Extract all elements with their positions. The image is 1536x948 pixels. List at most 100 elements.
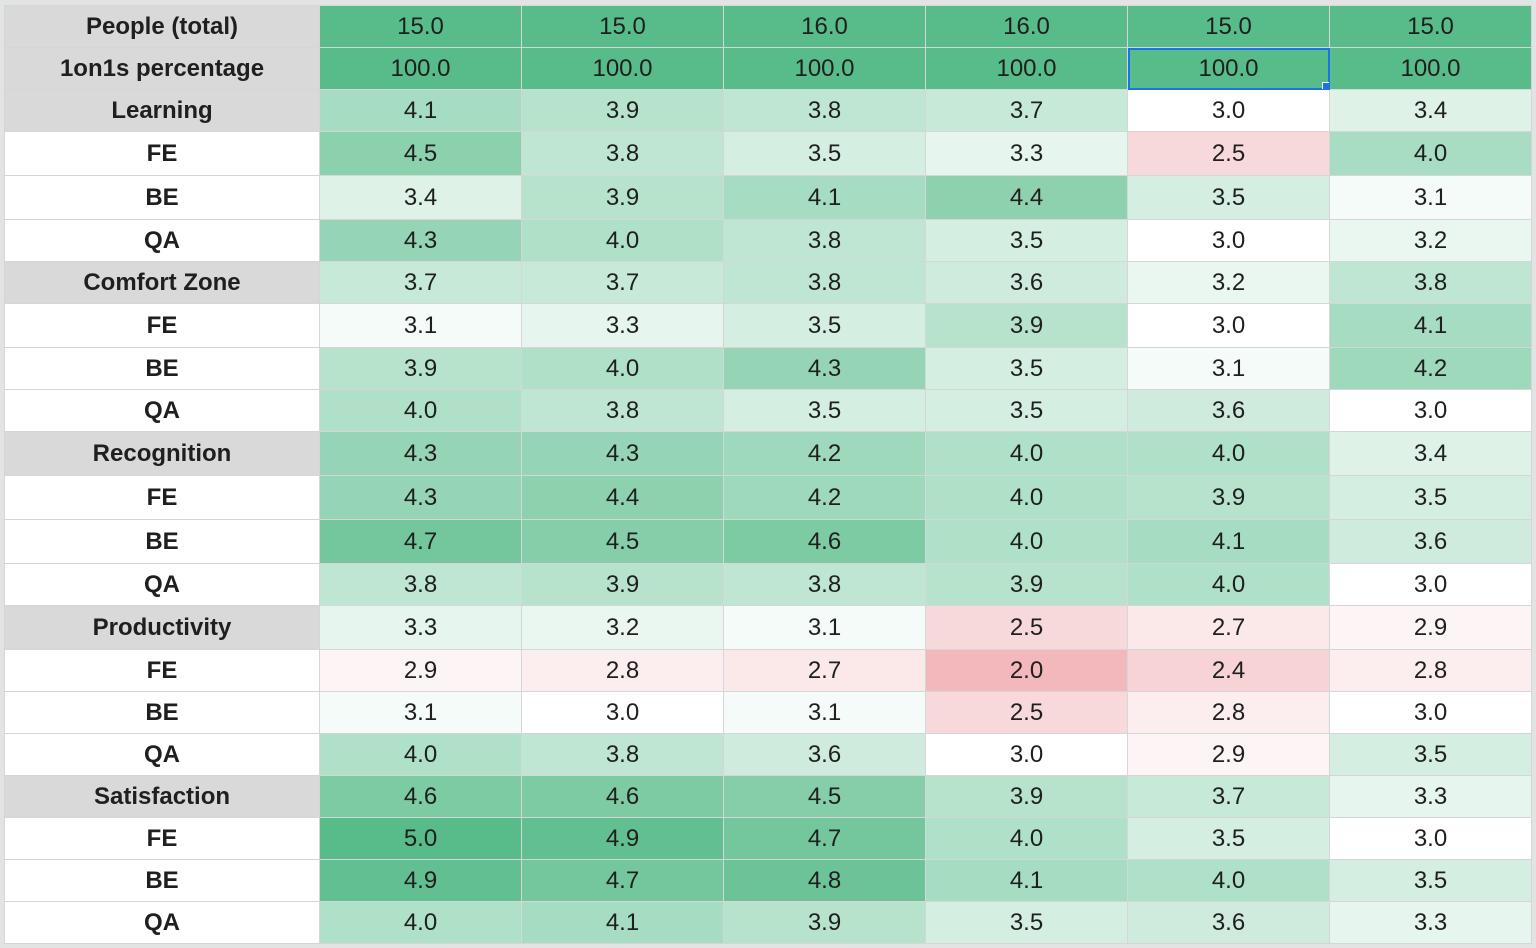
sub-label-cell[interactable]: FE	[4, 817, 320, 860]
value-cell[interactable]: 3.0	[521, 691, 724, 734]
value-cell[interactable]: 3.4	[1329, 431, 1532, 476]
value-cell[interactable]: 4.0	[319, 901, 522, 944]
value-cell[interactable]: 3.6	[723, 733, 926, 776]
value-cell[interactable]: 16.0	[925, 5, 1128, 48]
value-cell[interactable]: 4.2	[1329, 347, 1532, 390]
value-cell[interactable]: 3.5	[723, 389, 926, 432]
value-cell[interactable]: 4.8	[723, 859, 926, 902]
value-cell[interactable]: 3.5	[1329, 733, 1532, 776]
selected-value-cell[interactable]: 100.0	[1127, 47, 1330, 90]
value-cell[interactable]: 3.5	[925, 219, 1128, 262]
value-cell[interactable]: 3.8	[521, 131, 724, 176]
value-cell[interactable]: 3.9	[521, 89, 724, 132]
value-cell[interactable]: 4.3	[521, 431, 724, 476]
value-cell[interactable]: 4.1	[521, 901, 724, 944]
value-cell[interactable]: 4.7	[521, 859, 724, 902]
value-cell[interactable]: 4.6	[521, 775, 724, 818]
value-cell[interactable]: 3.5	[1329, 475, 1532, 520]
value-cell[interactable]: 4.9	[319, 859, 522, 902]
value-cell[interactable]: 3.5	[925, 389, 1128, 432]
value-cell[interactable]: 3.2	[1329, 219, 1532, 262]
sub-label-cell[interactable]: FE	[4, 475, 320, 520]
fill-handle[interactable]	[1322, 82, 1329, 89]
sub-label-cell[interactable]: QA	[4, 219, 320, 262]
value-cell[interactable]: 3.6	[1127, 901, 1330, 944]
value-cell[interactable]: 3.8	[521, 389, 724, 432]
sub-label-cell[interactable]: QA	[4, 733, 320, 776]
value-cell[interactable]: 2.9	[1329, 605, 1532, 650]
value-cell[interactable]: 4.0	[1329, 131, 1532, 176]
value-cell[interactable]: 4.9	[521, 817, 724, 860]
value-cell[interactable]: 3.9	[925, 775, 1128, 818]
value-cell[interactable]: 4.3	[723, 347, 926, 390]
value-cell[interactable]: 3.9	[925, 563, 1128, 606]
value-cell[interactable]: 3.5	[723, 303, 926, 348]
value-cell[interactable]: 3.2	[1127, 261, 1330, 304]
value-cell[interactable]: 3.9	[1127, 475, 1330, 520]
value-cell[interactable]: 3.4	[1329, 89, 1532, 132]
value-cell[interactable]: 15.0	[1127, 5, 1330, 48]
value-cell[interactable]: 4.4	[521, 475, 724, 520]
value-cell[interactable]: 3.5	[1127, 175, 1330, 220]
value-cell[interactable]: 4.6	[723, 519, 926, 564]
sub-label-cell[interactable]: FE	[4, 303, 320, 348]
value-cell[interactable]: 4.1	[1329, 303, 1532, 348]
value-cell[interactable]: 4.5	[723, 775, 926, 818]
value-cell[interactable]: 4.1	[925, 859, 1128, 902]
value-cell[interactable]: 3.8	[723, 563, 926, 606]
value-cell[interactable]: 3.6	[1329, 519, 1532, 564]
sub-label-cell[interactable]: FE	[4, 649, 320, 692]
value-cell[interactable]: 3.8	[319, 563, 522, 606]
value-cell[interactable]: 4.6	[319, 775, 522, 818]
value-cell[interactable]: 4.1	[1127, 519, 1330, 564]
value-cell[interactable]: 15.0	[319, 5, 522, 48]
value-cell[interactable]: 3.1	[723, 691, 926, 734]
value-cell[interactable]: 2.9	[1127, 733, 1330, 776]
value-cell[interactable]: 2.0	[925, 649, 1128, 692]
value-cell[interactable]: 3.1	[723, 605, 926, 650]
value-cell[interactable]: 3.3	[925, 131, 1128, 176]
value-cell[interactable]: 4.7	[319, 519, 522, 564]
value-cell[interactable]: 4.7	[723, 817, 926, 860]
value-cell[interactable]: 4.0	[1127, 859, 1330, 902]
value-cell[interactable]: 4.1	[723, 175, 926, 220]
value-cell[interactable]: 3.6	[925, 261, 1128, 304]
value-cell[interactable]: 2.7	[1127, 605, 1330, 650]
value-cell[interactable]: 4.5	[521, 519, 724, 564]
value-cell[interactable]: 3.7	[521, 261, 724, 304]
value-cell[interactable]: 2.8	[1127, 691, 1330, 734]
value-cell[interactable]: 3.5	[925, 901, 1128, 944]
value-cell[interactable]: 3.0	[1329, 389, 1532, 432]
section-label-cell[interactable]: Learning	[4, 89, 320, 132]
value-cell[interactable]: 100.0	[1329, 47, 1532, 90]
sub-label-cell[interactable]: BE	[4, 859, 320, 902]
value-cell[interactable]: 3.8	[723, 261, 926, 304]
value-cell[interactable]: 4.0	[925, 431, 1128, 476]
value-cell[interactable]: 4.0	[319, 733, 522, 776]
value-cell[interactable]: 3.9	[521, 175, 724, 220]
value-cell[interactable]: 3.9	[521, 563, 724, 606]
value-cell[interactable]: 100.0	[723, 47, 926, 90]
value-cell[interactable]: 4.2	[723, 431, 926, 476]
value-cell[interactable]: 100.0	[925, 47, 1128, 90]
value-cell[interactable]: 3.9	[925, 303, 1128, 348]
value-cell[interactable]: 3.5	[723, 131, 926, 176]
value-cell[interactable]: 4.4	[925, 175, 1128, 220]
value-cell[interactable]: 5.0	[319, 817, 522, 860]
value-cell[interactable]: 15.0	[521, 5, 724, 48]
section-label-cell[interactable]: Satisfaction	[4, 775, 320, 818]
value-cell[interactable]: 3.0	[1329, 691, 1532, 734]
value-cell[interactable]: 3.0	[1127, 219, 1330, 262]
value-cell[interactable]: 2.7	[723, 649, 926, 692]
value-cell[interactable]: 3.1	[1127, 347, 1330, 390]
value-cell[interactable]: 3.0	[1127, 303, 1330, 348]
sub-label-cell[interactable]: QA	[4, 901, 320, 944]
value-cell[interactable]: 4.0	[521, 219, 724, 262]
value-cell[interactable]: 100.0	[521, 47, 724, 90]
value-cell[interactable]: 4.0	[925, 475, 1128, 520]
sub-label-cell[interactable]: BE	[4, 347, 320, 390]
value-cell[interactable]: 4.0	[1127, 431, 1330, 476]
value-cell[interactable]: 3.3	[521, 303, 724, 348]
value-cell[interactable]: 4.3	[319, 431, 522, 476]
value-cell[interactable]: 3.0	[925, 733, 1128, 776]
